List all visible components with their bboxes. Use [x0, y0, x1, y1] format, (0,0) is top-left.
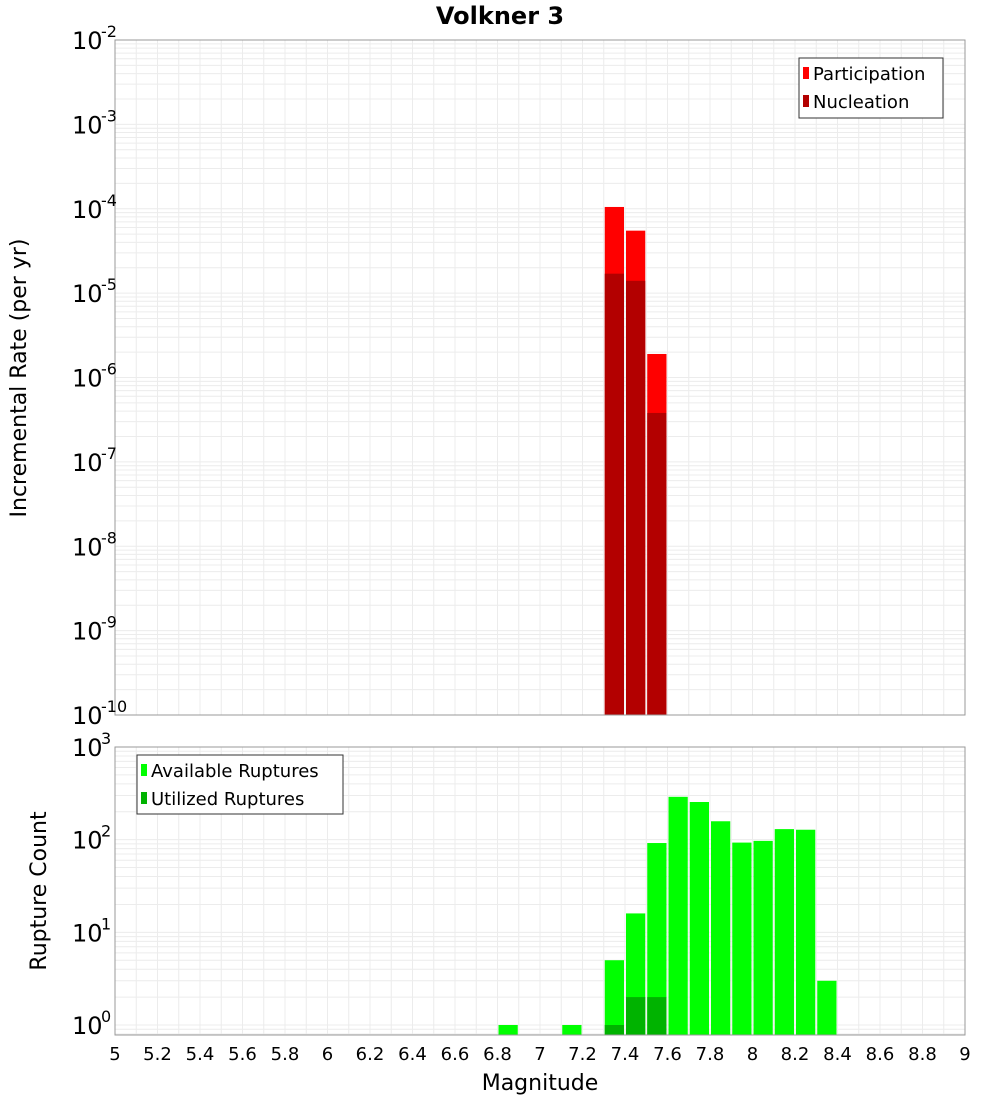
utilized-ruptures-bar — [604, 1025, 624, 1035]
x-tick-label: 8.8 — [908, 1044, 937, 1065]
y-tick-label: 10 — [72, 196, 103, 224]
y-tick-exponent: -9 — [101, 613, 117, 632]
x-tick-label: 7.8 — [696, 1044, 725, 1065]
x-tick-label: 5 — [109, 1044, 120, 1065]
x-tick-label: 8.4 — [823, 1044, 852, 1065]
rate-plot-grid — [114, 40, 966, 716]
rate-plot-bars — [604, 206, 667, 715]
y-tick-exponent: 2 — [101, 822, 111, 841]
y-tick-exponent: -2 — [101, 22, 117, 41]
available-ruptures-bar — [774, 829, 794, 1035]
y-tick-exponent: 3 — [101, 729, 111, 748]
x-tick-label: 5.4 — [186, 1044, 215, 1065]
x-tick-label: 5.8 — [271, 1044, 300, 1065]
chart-title: Volkner 3 — [436, 2, 564, 30]
y-tick-exponent: -5 — [101, 275, 117, 294]
x-tick-label: 7.4 — [611, 1044, 640, 1065]
x-tick-label: 8 — [747, 1044, 758, 1065]
available-ruptures-bar — [732, 842, 752, 1035]
y-tick-exponent: -6 — [101, 360, 117, 379]
available-ruptures-bar — [817, 980, 837, 1035]
nucleation-bar — [626, 280, 646, 715]
y-tick-exponent: -10 — [101, 697, 127, 716]
y-tick-label: 10 — [72, 1012, 103, 1040]
y-tick-label: 10 — [72, 618, 103, 646]
rupture-legend-box — [136, 754, 344, 815]
rate-plot-border — [114, 39, 966, 716]
nucleation-legend-swatch — [803, 95, 809, 107]
y-tick-label: 10 — [72, 533, 103, 561]
x-tick-label: 5.2 — [143, 1044, 172, 1065]
available-ruptures-legend-label: Available Ruptures — [151, 761, 319, 782]
available-ruptures-bar — [562, 1025, 582, 1035]
rupture-plot-bars — [498, 796, 837, 1035]
x-tick-label: 5.6 — [228, 1044, 257, 1065]
y-tick-label: 10 — [72, 827, 103, 855]
available-ruptures-bar — [647, 843, 667, 1035]
nucleation-bar — [647, 412, 667, 715]
magnitude-x-ticks: 5 5.2 5.4 5.6 5.8 6 6.2 6.4 6.6 6.8 7 7.2 7.4 7.6 7.8 8… — [109, 1044, 970, 1065]
y-tick-label: 10 — [72, 280, 103, 308]
participation-legend-swatch — [803, 67, 809, 79]
rate-legend-box — [798, 57, 944, 119]
rupture-plot-border — [114, 746, 966, 1036]
utilized-ruptures-legend-swatch — [141, 792, 147, 804]
rupture-y-axis-label: Rupture Count — [27, 811, 52, 971]
y-tick-label: 10 — [72, 27, 103, 55]
utilized-ruptures-bar — [626, 997, 646, 1035]
available-ruptures-bar — [689, 801, 709, 1035]
available-ruptures-legend-swatch — [141, 764, 147, 776]
nucleation-bar — [604, 273, 624, 715]
utilized-ruptures-bar — [647, 997, 667, 1035]
available-ruptures-bar — [753, 840, 773, 1035]
participation-legend-label: Participation — [813, 64, 925, 85]
rate-legend: Participation Nucleation — [798, 57, 944, 119]
rate-y-axis-label: Incremental Rate (per yr) — [7, 239, 32, 518]
y-tick-exponent: -7 — [101, 444, 117, 463]
y-tick-label: 10 — [72, 111, 103, 139]
rate-plot-y-ticks: 10-210-310-410-510-610-710-810-910-10 — [72, 22, 127, 730]
available-ruptures-bar — [796, 829, 816, 1035]
y-tick-label: 10 — [72, 702, 103, 730]
x-tick-label: 9 — [959, 1044, 970, 1065]
x-tick-label: 7.2 — [568, 1044, 597, 1065]
y-tick-exponent: -8 — [101, 528, 117, 547]
y-tick-exponent: -3 — [101, 106, 117, 125]
y-tick-exponent: -4 — [101, 191, 117, 210]
available-ruptures-bar — [668, 796, 688, 1035]
x-tick-label: 6.2 — [356, 1044, 385, 1065]
nucleation-legend-label: Nucleation — [813, 92, 909, 113]
x-tick-label: 6.8 — [483, 1044, 512, 1065]
available-ruptures-bar — [498, 1025, 518, 1035]
y-tick-label: 10 — [72, 734, 103, 762]
y-tick-label: 10 — [72, 919, 103, 947]
y-tick-exponent: 0 — [101, 1007, 111, 1026]
y-tick-label: 10 — [72, 365, 103, 393]
utilized-ruptures-legend-label: Utilized Ruptures — [151, 789, 304, 810]
x-tick-label: 8.2 — [781, 1044, 810, 1065]
x-tick-label: 6 — [322, 1044, 333, 1065]
rate-plot: 10-210-310-410-510-610-710-810-910-10 In… — [7, 22, 966, 730]
x-tick-label: 6.4 — [398, 1044, 427, 1065]
x-tick-label: 8.6 — [866, 1044, 895, 1065]
y-tick-label: 10 — [72, 449, 103, 477]
x-tick-label: 7 — [534, 1044, 545, 1065]
rupture-legend: Available Ruptures Utilized Ruptures — [136, 754, 344, 815]
y-tick-exponent: 1 — [101, 914, 111, 933]
available-ruptures-bar — [711, 821, 731, 1035]
x-tick-label: 7.6 — [653, 1044, 682, 1065]
x-axis-label: Magnitude — [482, 1071, 599, 1096]
available-ruptures-bar — [604, 960, 624, 1035]
x-tick-label: 6.6 — [441, 1044, 470, 1065]
